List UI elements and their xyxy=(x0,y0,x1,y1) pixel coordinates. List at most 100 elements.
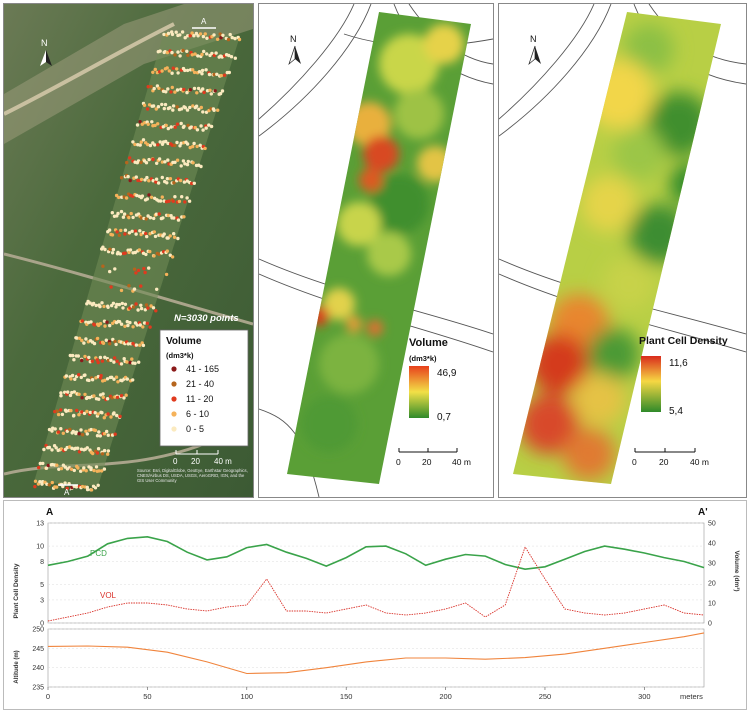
sample-point xyxy=(99,373,103,378)
sample-point xyxy=(141,138,146,142)
sample-point xyxy=(212,33,216,37)
sample-point xyxy=(102,467,107,471)
sample-point xyxy=(125,377,129,381)
sample-point xyxy=(79,469,83,473)
sample-point xyxy=(54,446,58,450)
sample-point xyxy=(155,287,159,291)
pcd-color-ramp xyxy=(641,356,661,412)
sample-point xyxy=(125,160,129,165)
sample-point xyxy=(192,34,196,38)
sample-point xyxy=(214,51,218,55)
sample-point xyxy=(115,302,119,307)
sample-point xyxy=(157,86,161,91)
sample-point xyxy=(50,429,54,433)
sample-point xyxy=(112,377,116,381)
sample-point xyxy=(199,164,203,169)
sample-point xyxy=(228,32,232,37)
sample-point xyxy=(95,336,100,341)
sample-point xyxy=(115,230,119,234)
sample-point xyxy=(37,465,41,470)
sample-point xyxy=(65,486,69,490)
sample-point xyxy=(136,159,141,163)
sample-point xyxy=(218,32,222,36)
sample-point xyxy=(138,120,142,124)
sample-point xyxy=(63,481,67,485)
sample-point xyxy=(33,479,38,483)
altitude-tick-label: 250 xyxy=(32,627,44,634)
sample-point xyxy=(185,68,190,73)
sample-point xyxy=(109,358,113,362)
sample-point xyxy=(80,358,84,363)
sample-point xyxy=(152,216,156,221)
sample-point xyxy=(178,178,183,183)
sample-point xyxy=(87,355,91,360)
volume-hotspot xyxy=(367,232,411,276)
sample-point xyxy=(111,337,115,342)
sample-point xyxy=(125,360,129,364)
sample-point xyxy=(80,433,85,437)
sample-point xyxy=(213,89,217,93)
sample-point xyxy=(215,72,219,77)
sample-point xyxy=(92,468,96,473)
sample-point xyxy=(85,409,89,414)
sample-point xyxy=(185,196,189,200)
sample-point xyxy=(82,411,87,416)
sample-point xyxy=(146,142,150,147)
sample-point xyxy=(153,123,157,128)
sample-point xyxy=(152,254,156,258)
sample-point xyxy=(33,484,37,489)
north-label: N xyxy=(530,34,537,44)
sample-point xyxy=(106,433,111,437)
sample-point xyxy=(84,337,88,341)
sample-point xyxy=(204,126,208,130)
volume-hotspot xyxy=(363,136,399,172)
sample-point xyxy=(148,216,153,220)
sample-point xyxy=(162,106,166,111)
imagery-attribution: Source: Esri, DigitalGlobe, GeoEye, Eart… xyxy=(137,468,248,483)
sample-point xyxy=(138,323,142,327)
sample-point xyxy=(192,70,197,75)
sample-point xyxy=(46,463,50,468)
sample-point xyxy=(139,140,143,144)
pcd-zone xyxy=(624,24,674,74)
sample-point xyxy=(229,55,234,59)
volume-hotspot xyxy=(394,89,444,139)
sample-point xyxy=(149,304,153,308)
sample-point xyxy=(170,85,174,90)
sample-point xyxy=(199,105,203,110)
sample-point xyxy=(176,236,180,241)
sample-point xyxy=(101,264,105,268)
volume-hotspot xyxy=(319,334,379,394)
sample-point xyxy=(59,466,64,471)
sample-point xyxy=(73,377,77,381)
sample-point xyxy=(194,104,199,108)
sample-point xyxy=(118,252,123,256)
sample-point xyxy=(135,193,139,198)
sample-point xyxy=(139,232,143,237)
sample-point xyxy=(92,341,97,346)
sample-point xyxy=(97,469,101,473)
sample-point xyxy=(94,303,98,308)
sample-point xyxy=(98,322,103,326)
legend-class-label: 21 - 40 xyxy=(186,379,214,389)
scale-tick-0: 0 xyxy=(396,457,401,467)
sample-point xyxy=(130,229,134,233)
right-tick-label: 50 xyxy=(708,521,716,528)
scale-tick-40: 40 m xyxy=(452,457,471,467)
sample-point xyxy=(152,86,156,91)
sample-point xyxy=(100,359,105,363)
sample-point xyxy=(117,320,122,324)
sample-point xyxy=(173,143,177,148)
sample-point xyxy=(148,249,152,254)
sample-point xyxy=(128,178,132,183)
pcd-zone xyxy=(519,394,579,454)
sample-point xyxy=(134,302,138,306)
sample-point xyxy=(113,432,117,436)
sample-point xyxy=(143,308,147,312)
sample-point xyxy=(157,157,162,161)
sample-point xyxy=(216,108,220,112)
sample-point xyxy=(85,487,90,492)
sample-point xyxy=(171,66,175,70)
sample-point xyxy=(188,105,192,110)
sample-point xyxy=(233,36,237,41)
